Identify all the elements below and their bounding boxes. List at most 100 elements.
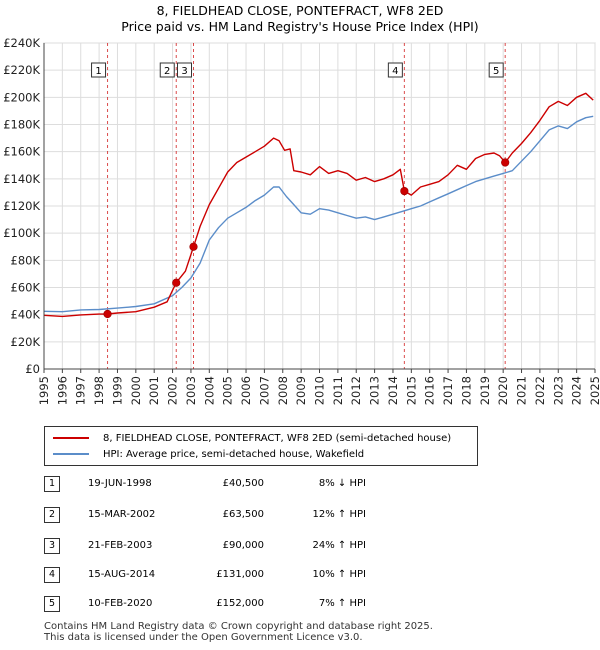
y-tick-label: £60K bbox=[11, 281, 41, 295]
y-tick-label: £80K bbox=[11, 253, 41, 267]
x-tick-label: 1999 bbox=[110, 376, 124, 405]
y-tick-label: £220K bbox=[3, 63, 40, 77]
y-tick-label: £100K bbox=[3, 226, 40, 240]
x-tick-label: 2025 bbox=[588, 376, 600, 405]
transaction-label-text: 1 bbox=[95, 66, 101, 77]
transaction-points bbox=[103, 158, 510, 319]
x-tick-label: 2008 bbox=[276, 376, 290, 405]
x-tick-label: 1995 bbox=[37, 376, 51, 405]
x-tick-label: 2024 bbox=[570, 376, 584, 405]
x-tick-label: 2018 bbox=[459, 376, 473, 405]
legend-swatch-hpi bbox=[53, 453, 89, 455]
table-row: 2 15-MAR-2002 £63,500 12% ↑ HPI bbox=[44, 505, 484, 525]
x-tick-label: 2002 bbox=[166, 376, 180, 405]
transaction-number: 2 bbox=[44, 507, 60, 523]
transaction-label-1: 1 bbox=[91, 62, 107, 78]
x-tick-label: 2004 bbox=[202, 376, 216, 405]
legend-item-price-paid: 8, FIELDHEAD CLOSE, PONTEFRACT, WF8 2ED … bbox=[53, 430, 451, 446]
transaction-number: 4 bbox=[44, 567, 60, 583]
transaction-label-4: 4 bbox=[387, 62, 403, 78]
transaction-label-5: 5 bbox=[488, 62, 504, 78]
transaction-label-box bbox=[387, 62, 403, 78]
x-tick-label: 2022 bbox=[533, 376, 547, 405]
transaction-marker-lines bbox=[107, 43, 506, 369]
transaction-date: 15-MAR-2002 bbox=[88, 509, 156, 520]
x-tick-label: 2015 bbox=[404, 376, 418, 405]
transaction-number: 3 bbox=[44, 538, 60, 554]
transaction-date: 21-FEB-2003 bbox=[88, 540, 153, 551]
y-tick-label: £20K bbox=[11, 335, 41, 349]
x-tick-label: 2020 bbox=[496, 376, 510, 405]
legend-item-hpi: HPI: Average price, semi-detached house,… bbox=[53, 446, 364, 462]
transaction-point-4 bbox=[400, 186, 409, 196]
transaction-date: 10-FEB-2020 bbox=[88, 598, 153, 609]
x-tick-label: 2010 bbox=[313, 376, 327, 405]
y-tick-label: £200K bbox=[3, 90, 40, 104]
transaction-price: £152,000 bbox=[216, 598, 264, 609]
y-tick-label: £40K bbox=[11, 308, 41, 322]
y-tick-label: £180K bbox=[3, 118, 40, 132]
x-tick-label: 2005 bbox=[221, 376, 235, 405]
transaction-number: 5 bbox=[44, 596, 60, 612]
legend-swatch-price-paid bbox=[53, 437, 89, 439]
y-tick-label: £120K bbox=[3, 199, 40, 213]
grid bbox=[43, 42, 596, 370]
x-tick-label: 2014 bbox=[386, 376, 400, 405]
table-row: 4 15-AUG-2014 £131,000 10% ↑ HPI bbox=[44, 565, 484, 585]
transaction-point-3 bbox=[189, 242, 198, 251]
transaction-point-5 bbox=[501, 158, 510, 167]
y-tick-label: £240K bbox=[3, 36, 40, 50]
transaction-label-box bbox=[159, 62, 175, 78]
transaction-hpi-diff: 10% ↑ HPI bbox=[312, 569, 366, 580]
x-tick-label: 2017 bbox=[441, 376, 455, 405]
transaction-point-1 bbox=[103, 309, 112, 319]
transaction-date: 19-JUN-1998 bbox=[88, 478, 152, 489]
transaction-label-text: 3 bbox=[181, 66, 187, 77]
table-row: 5 10-FEB-2020 £152,000 7% ↑ HPI bbox=[44, 594, 484, 614]
x-tick-label: 2019 bbox=[478, 376, 492, 405]
x-axis: 1995 1996 1997 1998 1999 2000 2001 2002 2003 2004… bbox=[37, 368, 600, 405]
transaction-hpi-diff: 24% ↑ HPI bbox=[312, 540, 366, 551]
transaction-price: £90,000 bbox=[222, 540, 264, 551]
x-tick-label: 2000 bbox=[129, 376, 143, 405]
transaction-hpi-diff: 8% ↓ HPI bbox=[318, 478, 366, 489]
transaction-label-text: 4 bbox=[392, 66, 398, 77]
y-axis: £0 £20K £40K £60K £80K £100K £120K £140K £160K £1… bbox=[3, 36, 45, 376]
x-tick-label: 2007 bbox=[257, 376, 271, 405]
legend-label-price-paid: 8, FIELDHEAD CLOSE, PONTEFRACT, WF8 2ED … bbox=[103, 432, 452, 444]
transaction-price: £63,500 bbox=[222, 509, 264, 520]
transaction-label-text: 5 bbox=[493, 66, 499, 77]
x-tick-label: 1998 bbox=[92, 376, 106, 405]
transaction-hpi-diff: 7% ↑ HPI bbox=[318, 598, 366, 609]
transaction-label-text: 2 bbox=[164, 66, 170, 77]
x-tick-label: 1997 bbox=[74, 376, 88, 405]
x-tick-label: 2009 bbox=[294, 376, 308, 405]
transaction-label-box bbox=[91, 62, 107, 78]
x-tick-label: 2003 bbox=[184, 376, 198, 405]
transaction-price: £40,500 bbox=[222, 478, 264, 489]
transaction-label-2: 2 bbox=[159, 62, 175, 78]
transaction-date: 15-AUG-2014 bbox=[88, 569, 156, 580]
chart-title: 8, FIELDHEAD CLOSE, PONTEFRACT, WF8 2ED bbox=[156, 3, 444, 18]
transaction-number: 1 bbox=[44, 476, 60, 492]
x-tick-label: 2013 bbox=[368, 376, 382, 405]
legend-label-hpi: HPI: Average price, semi-detached house,… bbox=[103, 448, 365, 460]
x-tick-label: 1996 bbox=[55, 376, 69, 405]
y-tick-label: £160K bbox=[3, 145, 40, 159]
transaction-label-box bbox=[488, 62, 504, 78]
x-tick-label: 2023 bbox=[551, 376, 565, 405]
x-tick-label: 2006 bbox=[239, 376, 253, 405]
table-row: 1 19-JUN-1998 £40,500 8% ↓ HPI bbox=[44, 474, 484, 494]
transaction-label-box bbox=[177, 62, 193, 78]
x-tick-label: 2011 bbox=[331, 376, 345, 405]
table-row: 3 21-FEB-2003 £90,000 24% ↑ HPI bbox=[44, 536, 484, 556]
y-tick-label: £0 bbox=[25, 362, 40, 376]
footer-copyright: Contains HM Land Registry data © Crown c… bbox=[44, 621, 433, 632]
legend: 8, FIELDHEAD CLOSE, PONTEFRACT, WF8 2ED … bbox=[44, 426, 478, 466]
footer-license: This data is licensed under the Open Gov… bbox=[44, 632, 363, 643]
x-tick-label: 2016 bbox=[423, 376, 437, 405]
x-tick-label: 2021 bbox=[515, 376, 529, 405]
x-tick-label: 2001 bbox=[147, 376, 161, 405]
